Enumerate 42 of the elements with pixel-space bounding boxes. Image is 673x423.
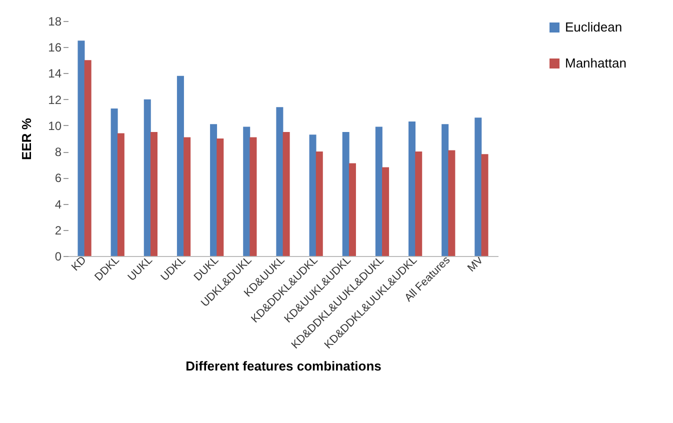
bar [282, 132, 290, 256]
y-tick-label: 14 [48, 66, 62, 81]
bar [276, 107, 284, 256]
bar [481, 154, 488, 256]
x-axis-title: Different features combinations [186, 358, 382, 374]
bar [309, 134, 316, 256]
y-tick-label: 8 [54, 145, 62, 160]
bar [408, 122, 416, 256]
legend-label: Euclidean [565, 20, 622, 34]
bar [78, 40, 85, 256]
y-axis-title: EER % [19, 118, 34, 160]
bar [448, 150, 456, 256]
y-tick-label: 12 [48, 92, 62, 107]
y-tick-label: 4 [54, 197, 62, 212]
bar [442, 124, 449, 256]
bar [316, 152, 323, 256]
bar [84, 60, 92, 256]
bar [348, 163, 356, 256]
bar [243, 126, 250, 256]
bar [415, 152, 422, 256]
bar [250, 137, 257, 256]
legend-label: Manhattan [565, 56, 626, 70]
bar [150, 132, 158, 256]
bar [342, 132, 350, 256]
x-tick-label: KD [69, 254, 89, 274]
y-tick-label: 2 [54, 223, 62, 238]
x-tick-label: MV [466, 254, 486, 274]
bar [176, 76, 184, 256]
bar [382, 167, 390, 256]
bar [110, 108, 118, 256]
y-tick-label: 18 [48, 14, 62, 28]
bar [144, 99, 151, 256]
bar [474, 118, 482, 256]
y-tick-label: 0 [54, 250, 62, 264]
bar [210, 124, 218, 256]
bar [184, 137, 191, 256]
y-tick-label: 6 [54, 171, 62, 186]
y-tick-label: 10 [48, 118, 62, 133]
bar [375, 126, 382, 256]
bar [117, 133, 124, 256]
y-tick-label: 16 [48, 40, 62, 55]
bar [216, 138, 224, 256]
